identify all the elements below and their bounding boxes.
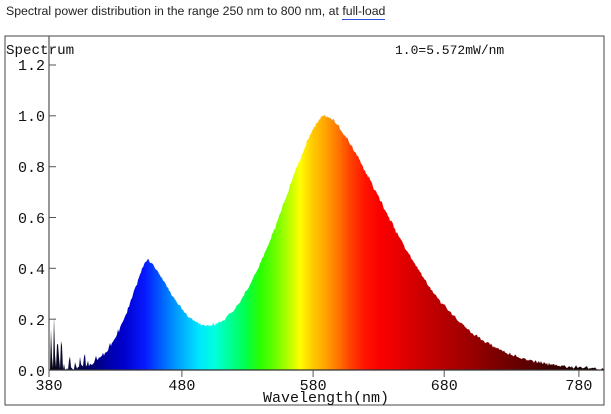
svg-text:380: 380	[35, 378, 62, 395]
svg-text:1.2: 1.2	[18, 58, 45, 75]
svg-text:1.0=5.572mW/nm: 1.0=5.572mW/nm	[395, 43, 504, 58]
svg-text:0.8: 0.8	[18, 160, 45, 177]
svg-text:Spectrum: Spectrum	[6, 43, 74, 59]
svg-text:0.4: 0.4	[18, 262, 45, 279]
svg-text:0.2: 0.2	[18, 313, 45, 330]
svg-text:680: 680	[431, 378, 458, 395]
svg-text:480: 480	[168, 378, 195, 395]
svg-text:780: 780	[565, 378, 592, 395]
svg-text:Wavelength(nm): Wavelength(nm)	[263, 390, 389, 407]
svg-text:0.6: 0.6	[18, 211, 45, 228]
svg-text:1.0: 1.0	[18, 109, 45, 126]
